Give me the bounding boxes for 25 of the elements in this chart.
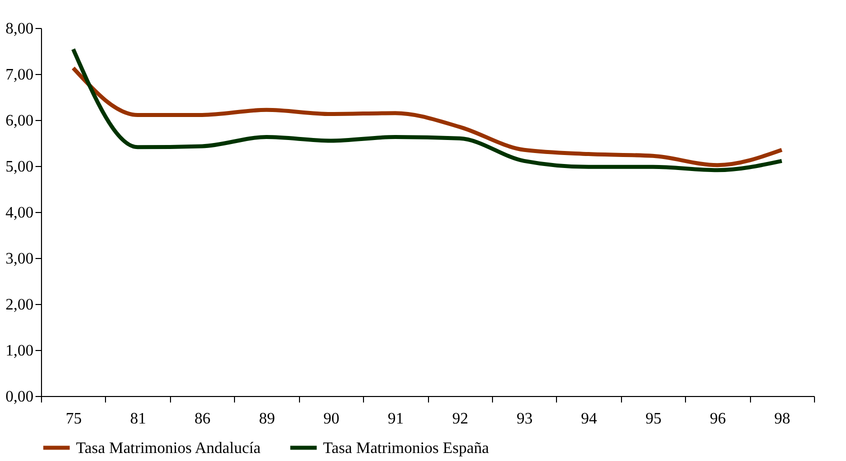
- x-tick-label: 93: [516, 410, 533, 428]
- y-tick-label: 2,00: [6, 296, 34, 314]
- x-tick-label: 94: [581, 410, 598, 428]
- x-tick-label: 92: [452, 410, 468, 428]
- x-tick-label: 81: [130, 410, 146, 428]
- legend-label: Tasa Matrimonios Andalucía: [76, 440, 261, 457]
- y-tick-label: 5,00: [6, 158, 34, 176]
- x-tick-label: 89: [258, 410, 275, 428]
- x-tick-label: 90: [323, 410, 340, 428]
- x-tick-label: 98: [774, 410, 790, 428]
- y-tick-label: 4,00: [6, 204, 34, 222]
- line-series: [71, 66, 784, 168]
- line-series: [71, 47, 784, 172]
- x-tick-label: 96: [710, 410, 726, 428]
- x-tick-label: 91: [388, 410, 404, 428]
- x-tick-label: 75: [66, 410, 82, 428]
- legend-label: Tasa Matrimonios España: [323, 440, 489, 457]
- x-tick-label: 86: [194, 410, 211, 428]
- y-tick-label: 7,00: [6, 66, 34, 84]
- y-tick-label: 0,00: [6, 388, 34, 406]
- x-tick-label: 95: [645, 410, 662, 428]
- y-tick-label: 3,00: [6, 250, 34, 268]
- y-tick-label: 6,00: [6, 112, 34, 130]
- y-tick-label: 1,00: [6, 342, 34, 360]
- y-tick-label: 8,00: [6, 20, 34, 38]
